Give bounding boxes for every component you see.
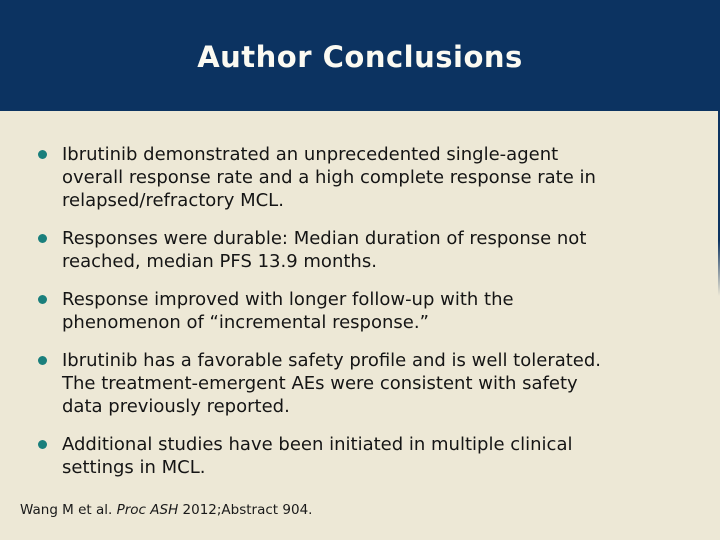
bullet-icon (38, 356, 47, 365)
list-item: Ibrutinib demonstrated an unprecedented … (38, 143, 696, 212)
bullet-text: Ibrutinib has a favorable safety profile… (62, 350, 602, 417)
right-edge-shadow (718, 111, 720, 296)
bullet-icon (38, 234, 47, 243)
citation-reference: 2012;Abstract 904. (178, 502, 313, 518)
list-item: Ibrutinib has a favorable safety profile… (38, 349, 696, 418)
slide-header: Author Conclusions (0, 0, 720, 111)
list-item: Response improved with longer follow-up … (38, 288, 696, 334)
citation-journal: Proc ASH (116, 502, 179, 518)
bullet-icon (38, 440, 47, 449)
citation: Wang M et al. Proc ASH 2012;Abstract 904… (20, 501, 312, 519)
citation-authors: Wang M et al. (20, 502, 117, 518)
bullet-text: Ibrutinib demonstrated an unprecedented … (62, 144, 596, 211)
bullet-text: Additional studies have been initiated i… (62, 434, 573, 478)
bullet-text: Response improved with longer follow-up … (62, 289, 514, 333)
page-title: Author Conclusions (197, 39, 523, 74)
bullet-icon (38, 150, 47, 159)
bullet-icon (38, 295, 47, 304)
bullet-list: Ibrutinib demonstrated an unprecedented … (0, 111, 720, 494)
bullet-text: Responses were durable: Median duration … (62, 228, 587, 272)
list-item: Responses were durable: Median duration … (38, 227, 696, 273)
list-item: Additional studies have been initiated i… (38, 433, 696, 479)
